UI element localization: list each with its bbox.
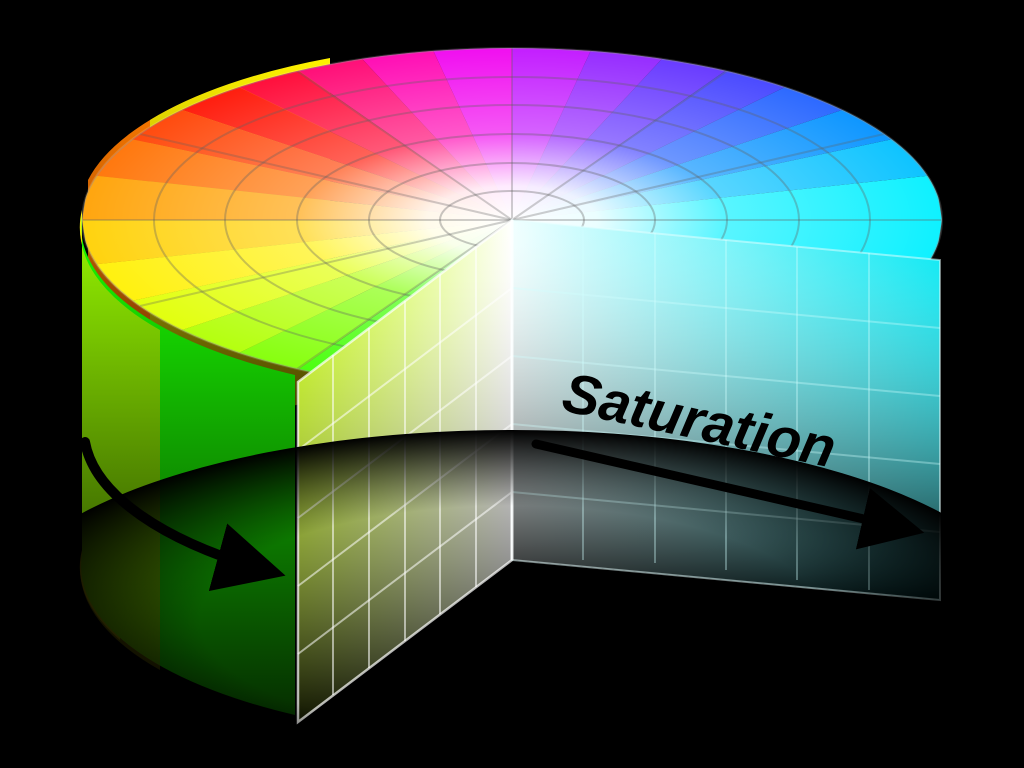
hsv-cylinder-diagram: Saturation [0, 0, 1024, 768]
